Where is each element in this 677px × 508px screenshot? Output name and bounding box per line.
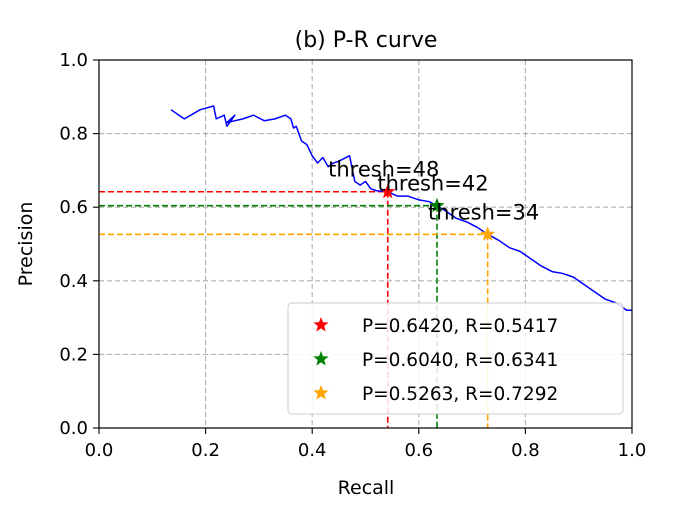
legend-star-marker: [313, 385, 329, 400]
y-tick-label: 0.0: [59, 418, 88, 439]
series-layer: [170, 105, 632, 311]
x-axis-ticks: 0.0 0.2 0.4 0.6 0.8 1.0: [85, 428, 647, 461]
legend-entry: P=0.5263, R=0.7292: [362, 384, 558, 405]
threshold-star-marker: [380, 183, 396, 199]
pr-curve-line: [170, 105, 632, 311]
y-tick-label: 0.4: [59, 271, 88, 292]
legend-entry: P=0.6040, R=0.6341: [362, 350, 558, 371]
x-tick-label: 0.6: [404, 440, 433, 461]
x-tick-label: 0.4: [298, 440, 327, 461]
y-axis-label: Precision: [15, 202, 37, 287]
threshold-annotation: thresh=42: [377, 172, 488, 196]
y-axis-ticks: 0.0 0.2 0.4 0.6 0.8 1.0: [59, 50, 99, 439]
x-tick-label: 0.8: [511, 440, 540, 461]
y-tick-label: 0.6: [59, 197, 88, 218]
plot-frame: [98, 59, 633, 429]
threshold-annotation: thresh=34: [428, 200, 539, 224]
legend-entry: P=0.6420, R=0.5417: [362, 316, 558, 337]
threshold-star-marker: [480, 226, 496, 241]
threshold-star-marker: [429, 197, 445, 213]
legend: P=0.6420, R=0.5417 P=0.6040, R=0.6341 P=0.…: [287, 302, 624, 415]
y-tick-label: 0.2: [59, 344, 88, 365]
marker-layer: [380, 183, 496, 241]
legend-star-marker: [313, 351, 329, 366]
threshold-annotation: thresh=48: [328, 158, 439, 182]
legend-star-marker: [313, 317, 329, 332]
legend-box: [287, 302, 624, 415]
x-axis-label: Recall: [338, 477, 395, 499]
chart-title: (b) P-R curve: [295, 28, 438, 53]
x-tick-label: 0.0: [85, 440, 114, 461]
x-tick-label: 1.0: [618, 440, 647, 461]
y-tick-label: 0.8: [59, 124, 88, 145]
y-tick-label: 1.0: [59, 50, 88, 71]
x-tick-label: 0.2: [191, 440, 220, 461]
